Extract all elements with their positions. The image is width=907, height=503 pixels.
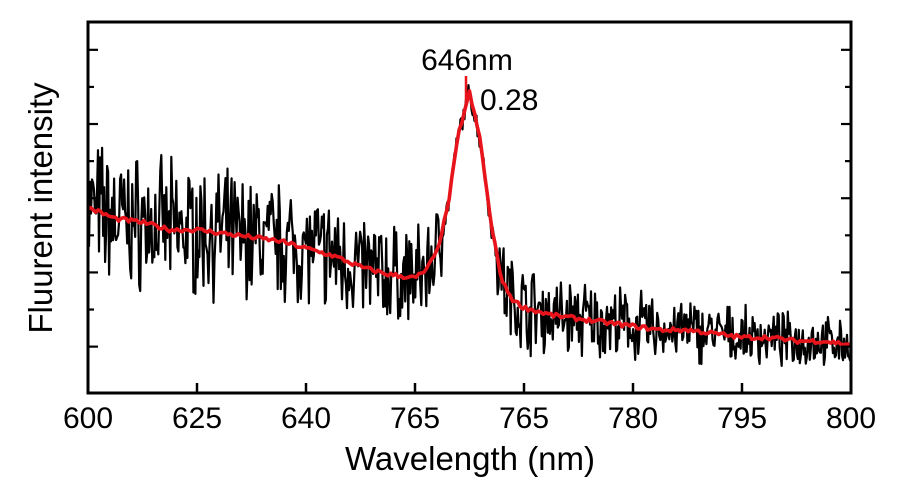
x-tick-label: 765 — [390, 402, 440, 435]
x-tick-label: 800 — [826, 402, 876, 435]
x-tick-label: 765 — [499, 402, 549, 435]
fit-curve-line — [87, 89, 852, 348]
x-tick-label: 625 — [172, 402, 222, 435]
y-axis-ticks — [88, 48, 851, 348]
x-tick-label: 795 — [717, 402, 767, 435]
peak-wavelength-label: 646nm — [421, 44, 513, 77]
x-axis-title: Wavelength (nm) — [345, 440, 595, 477]
x-tick-label: 600 — [63, 402, 113, 435]
y-axis-title: Fluurent intensity — [22, 82, 59, 334]
plot-area — [86, 84, 853, 367]
peak-value-label: 0.28 — [480, 84, 538, 117]
x-tick-label: 640 — [281, 402, 331, 435]
x-tick-label: 780 — [608, 402, 658, 435]
measured-spectrum-line — [86, 84, 853, 367]
x-axis-ticks — [86, 383, 853, 393]
x-axis-tick-labels: 600 625 640 765 765 780 795 800 — [63, 402, 876, 435]
plot-frame — [86, 20, 853, 395]
